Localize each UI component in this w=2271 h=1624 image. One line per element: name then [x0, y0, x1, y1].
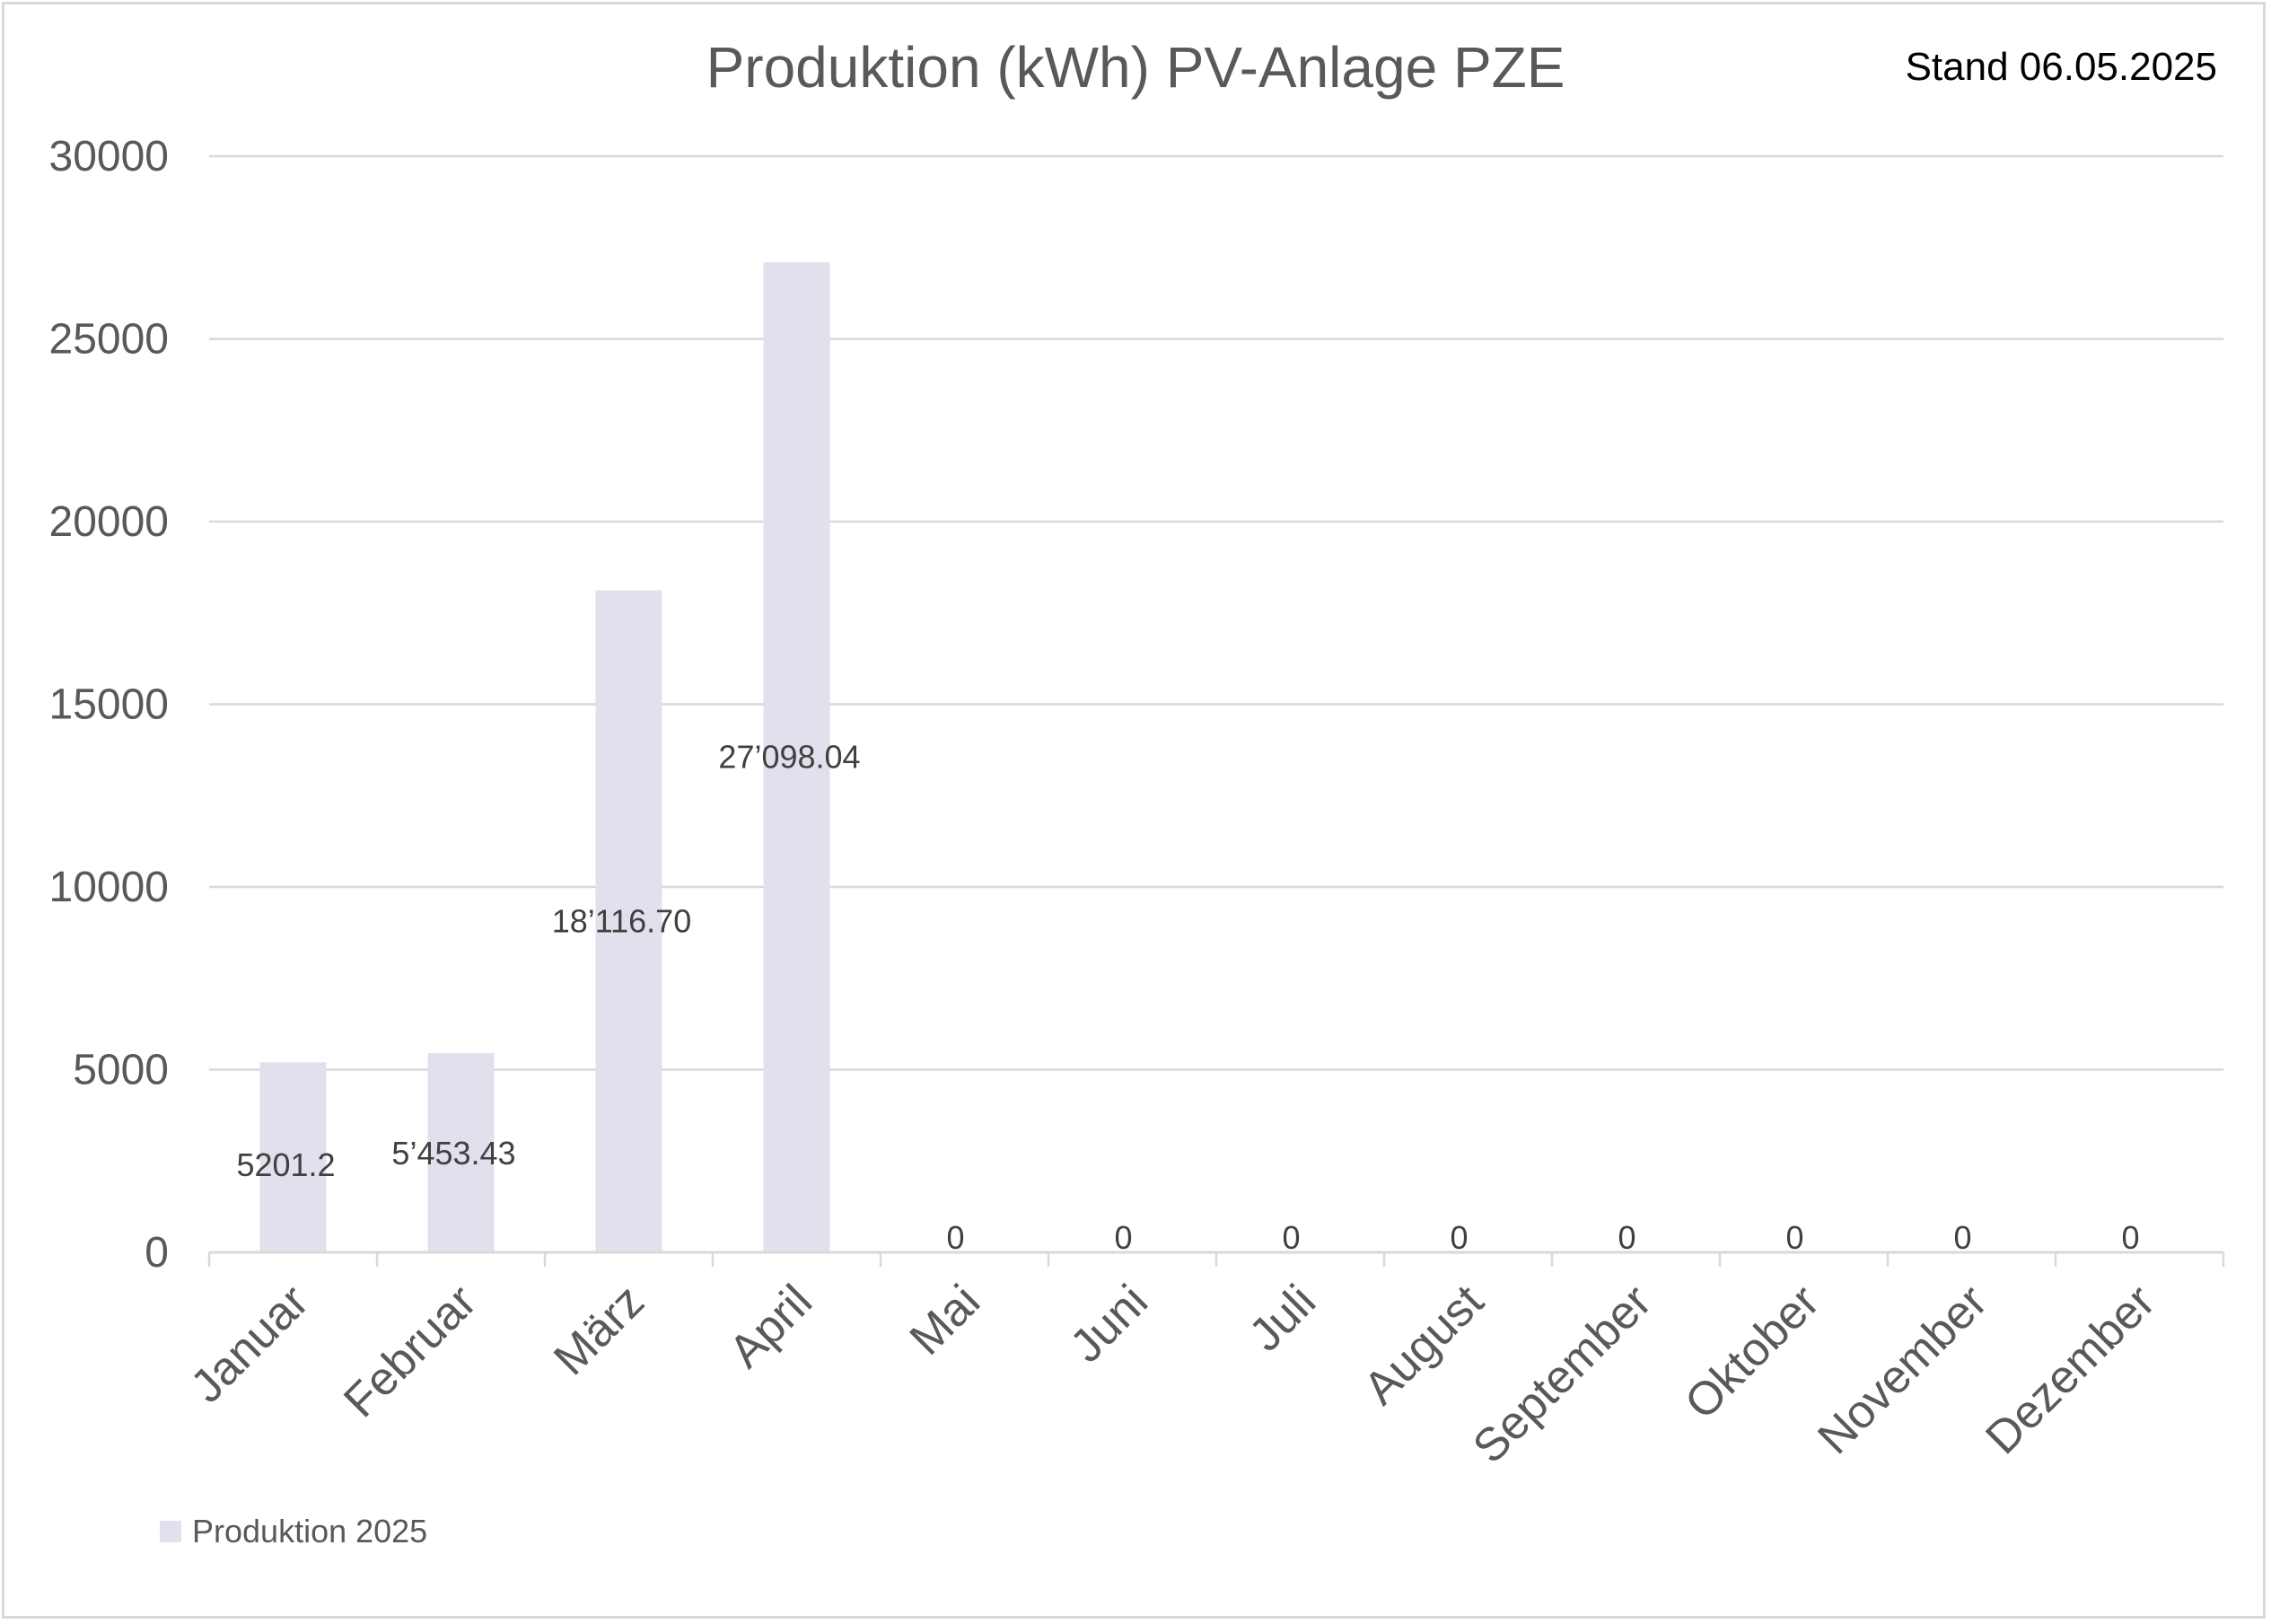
data-label: 0 — [1282, 1219, 1300, 1256]
x-tick-label: Oktober — [1675, 1275, 1829, 1429]
y-tick-label: 30000 — [49, 133, 169, 180]
data-label: 5’453.43 — [391, 1135, 515, 1172]
data-label: 0 — [1785, 1219, 1803, 1256]
bar — [259, 1062, 327, 1252]
data-label: 18’116.70 — [552, 902, 691, 939]
data-label: 27’098.04 — [718, 739, 860, 776]
bar — [595, 590, 662, 1252]
x-tick-label: Januar — [181, 1275, 319, 1412]
x-tick-label: August — [1354, 1275, 1494, 1415]
y-tick-label: 20000 — [49, 498, 169, 546]
bar — [427, 1053, 495, 1252]
chart-title: Produktion (kWh) PV-Anlage PZE — [706, 35, 1565, 100]
y-tick-label: 5000 — [73, 1047, 169, 1094]
x-tick-label: Juli — [1240, 1275, 1326, 1361]
x-tick-label: Februar — [334, 1275, 487, 1427]
data-label: 0 — [1618, 1219, 1635, 1256]
x-tick-label: November — [1808, 1275, 1997, 1464]
y-tick-label: 10000 — [49, 864, 169, 911]
x-tick-label: März — [544, 1275, 654, 1385]
bar — [763, 262, 830, 1253]
x-tick-label: September — [1463, 1275, 1662, 1473]
x-tick-label: Juni — [1061, 1275, 1158, 1372]
data-label: 0 — [946, 1219, 964, 1256]
data-label: 0 — [1953, 1219, 1971, 1256]
y-tick-label: 15000 — [49, 681, 169, 729]
legend-label: Produktion 2025 — [192, 1513, 428, 1549]
data-label: 0 — [1450, 1219, 1468, 1256]
data-label: 0 — [1114, 1219, 1132, 1256]
x-tick-label: Mai — [900, 1275, 990, 1365]
x-tick-label: April — [719, 1275, 822, 1378]
data-label: 0 — [2121, 1219, 2139, 1256]
x-tick-label: Dezember — [1976, 1275, 2165, 1464]
legend: Produktion 2025 — [160, 1513, 427, 1550]
y-tick-label: 0 — [145, 1229, 169, 1277]
legend-swatch — [160, 1521, 181, 1542]
stand-date: Stand 06.05.2025 — [1905, 45, 2217, 89]
data-label: 5201.2 — [236, 1146, 335, 1183]
y-tick-label: 25000 — [49, 316, 169, 364]
